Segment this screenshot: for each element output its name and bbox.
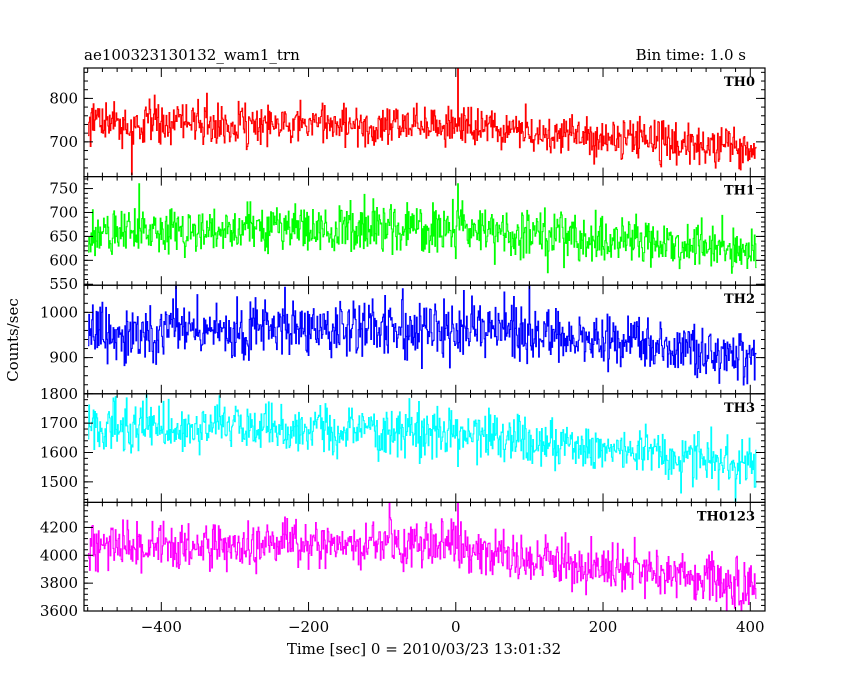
panel-label-th2: TH2 [724,292,755,307]
panels-group: 700 800 TH0 550 600 650 700 750 TH1 900 1000 TH2 150… [40,67,766,620]
x-tick-label: −200 [288,618,329,636]
x-axis: −400 −200 0 200 400 [141,618,765,636]
y-tick-label: 3600 [40,602,78,620]
x-tick-label: −400 [141,618,182,636]
y-tick-label: 1500 [40,473,78,491]
lightcurve-th1 [88,183,757,274]
bin-time-label: Bin time: 1.0 s [636,46,746,64]
y-tick-label: 3800 [40,574,78,592]
panel-th0: 700 800 TH0 [49,67,766,178]
y-tick-label: 750 [49,180,78,198]
lightcurve-th0 [88,68,757,175]
y-tick-label: 600 [49,251,78,269]
panel-th1: 550 600 650 700 750 TH1 [49,176,766,293]
lightcurve-th3 [88,393,757,503]
lightcurve-th0123 [88,502,757,611]
y-tick-label: 1600 [40,444,78,462]
y-tick-label: 900 [49,349,78,367]
y-tick-label: 650 [49,227,78,245]
panel-th0123: 3600 3800 4000 4200 TH0123 [40,501,766,620]
y-axis-label: Counts/sec [4,298,22,382]
y-tick-label: 800 [49,89,78,107]
x-tick-label: 400 [736,618,765,636]
panel-label-th1: TH1 [724,184,755,199]
panel-label-th3: TH3 [724,401,755,416]
panel-th2: 900 1000 TH2 [40,284,766,395]
panel-frame [83,501,766,612]
x-axis-label: Time [sec] 0 = 2010/03/23 13:01:32 [287,640,561,658]
panel-label-th0123: TH0123 [697,509,755,524]
y-tick-label: 700 [49,133,78,151]
panel-label-th0: TH0 [724,75,755,90]
y-tick-label: 550 [49,275,78,293]
chart-title: ae100323130132_wam1_trn [84,46,300,64]
x-tick-label: 0 [451,618,461,636]
panel-th3: 1500 1600 1700 1800 TH3 [40,385,766,503]
y-tick-label: 1000 [40,303,78,321]
y-tick-label: 1700 [40,414,78,432]
y-tick-label: 4000 [40,546,78,564]
y-tick-label: 1800 [40,385,78,403]
y-tick-label: 700 [49,203,78,221]
lightcurve-th2 [88,285,757,386]
y-tick-label: 4200 [40,518,78,536]
x-tick-label: 200 [589,618,618,636]
